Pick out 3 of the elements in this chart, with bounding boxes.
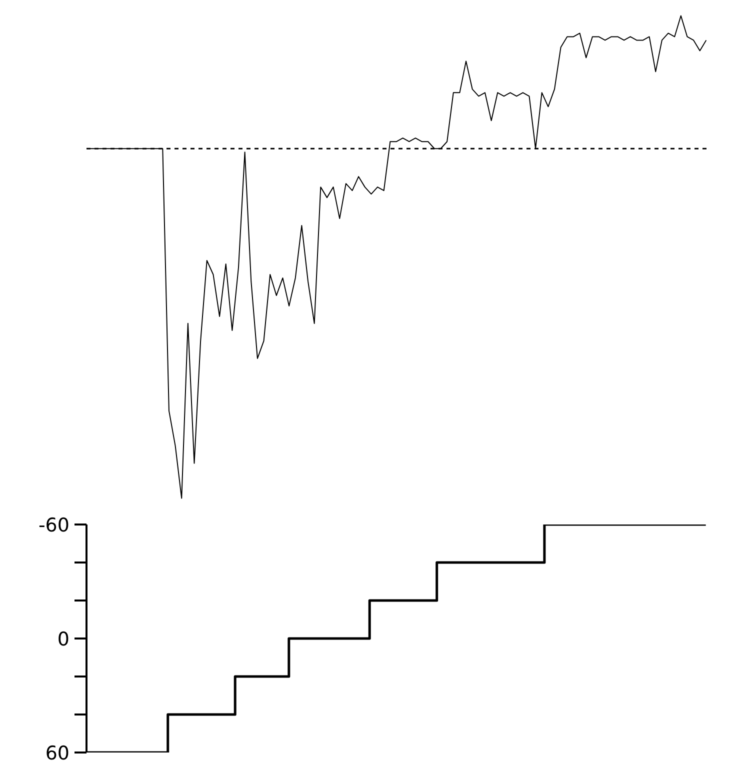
y-tick-label: 60 (45, 742, 70, 764)
y-tick-label: -60 (38, 514, 70, 536)
y-tick-label: 0 (57, 628, 70, 650)
